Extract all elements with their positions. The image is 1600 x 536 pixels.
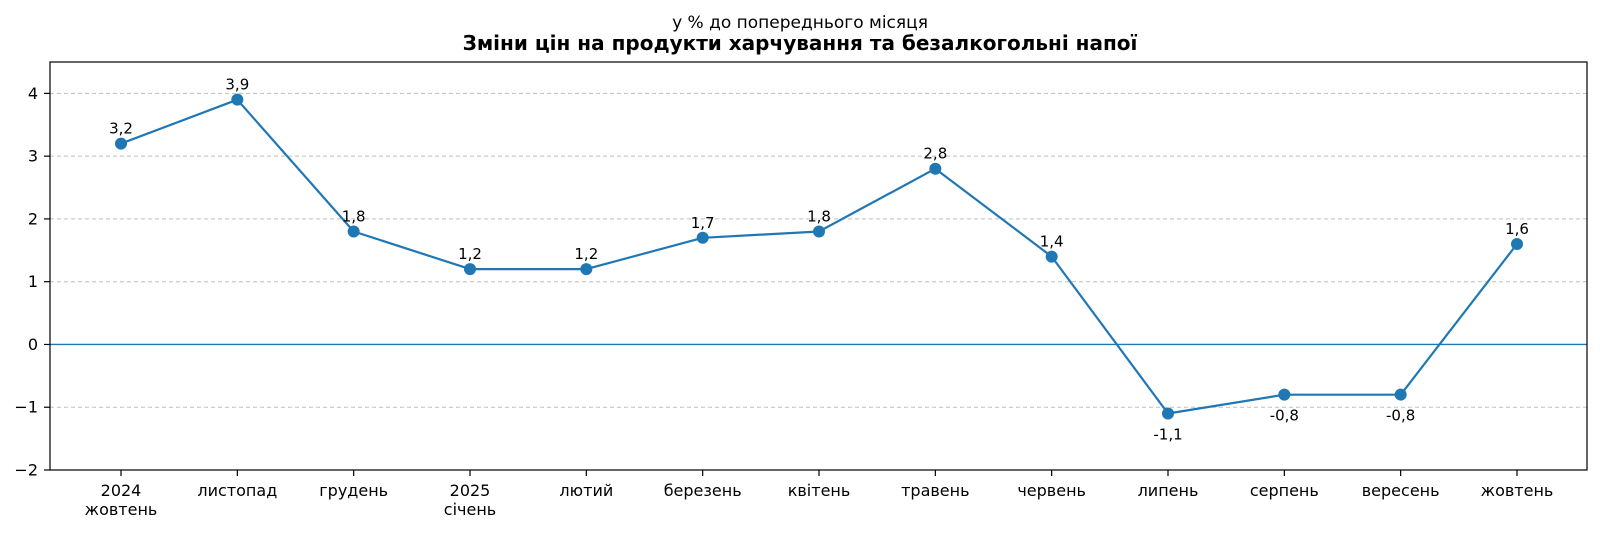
data-label: 1,7 bbox=[691, 214, 715, 232]
y-tick-label: −2 bbox=[14, 461, 38, 480]
data-label: 1,2 bbox=[574, 245, 598, 263]
data-label: 1,4 bbox=[1040, 233, 1064, 251]
data-label: -0,8 bbox=[1386, 407, 1415, 425]
data-label: -0,8 bbox=[1270, 407, 1299, 425]
y-axis: −2 −1 0 1 2 3 4 bbox=[14, 84, 50, 480]
data-label: 1,8 bbox=[807, 207, 831, 225]
x-tick-label: серпень bbox=[1250, 481, 1319, 500]
data-point bbox=[231, 93, 244, 106]
y-tick-label: 4 bbox=[28, 84, 38, 103]
data-point bbox=[1511, 238, 1523, 251]
x-tick-label: березень bbox=[664, 481, 742, 500]
data-point bbox=[1162, 407, 1174, 420]
x-tick-label: грудень bbox=[319, 481, 388, 500]
data-label: 1,2 bbox=[458, 245, 482, 263]
data-labels-layer: 3,2 3,9 1,8 1,2 1,2 1,7 1,8 2,8 1,4 -1,1 -0,8 -0,8 1… bbox=[109, 76, 1529, 444]
data-point bbox=[580, 263, 593, 276]
series-layer bbox=[120, 98, 1518, 415]
data-label: 2,8 bbox=[923, 145, 947, 163]
x-tick-label: травень bbox=[901, 481, 969, 500]
data-label: 1,6 bbox=[1505, 220, 1529, 238]
data-label: 3,2 bbox=[109, 120, 133, 138]
x-tick-label: лютий bbox=[559, 481, 613, 500]
y-tick-label: 1 bbox=[28, 272, 38, 291]
data-point bbox=[929, 162, 942, 175]
y-tick-label: 0 bbox=[28, 335, 38, 354]
data-point bbox=[1278, 388, 1291, 401]
chart-title: Зміни цін на продукти харчування та беза… bbox=[463, 31, 1138, 55]
data-label: 1,8 bbox=[342, 207, 366, 225]
data-point bbox=[1394, 388, 1407, 401]
data-label: -1,1 bbox=[1153, 426, 1182, 444]
data-point bbox=[464, 263, 476, 276]
x-tick-label: липень bbox=[1138, 481, 1199, 500]
points-layer bbox=[115, 93, 1523, 420]
data-point bbox=[813, 225, 825, 238]
x-tick-label: жовтень bbox=[1481, 481, 1554, 500]
x-tick-label: квітень bbox=[788, 481, 851, 500]
x-tick-label: 2024 bbox=[101, 481, 142, 500]
y-tick-label: −1 bbox=[14, 398, 38, 417]
data-point bbox=[115, 137, 127, 150]
plot-frame bbox=[49, 61, 1588, 471]
x-tick-label: вересень bbox=[1362, 481, 1440, 500]
data-point bbox=[696, 231, 709, 244]
series-line bbox=[120, 98, 1518, 415]
data-label: 3,9 bbox=[225, 76, 249, 94]
data-point bbox=[1045, 250, 1058, 263]
data-point bbox=[347, 225, 360, 238]
y-tick-label: 2 bbox=[28, 209, 38, 228]
x-tick-label: січень bbox=[444, 500, 496, 519]
x-tick-label: листопад bbox=[197, 481, 277, 500]
y-tick-label: 3 bbox=[28, 147, 38, 166]
x-tick-label: жовтень bbox=[85, 500, 158, 519]
x-tick-label: червень bbox=[1017, 481, 1086, 500]
x-tick-label: 2025 bbox=[450, 481, 491, 500]
chart-subtitle: у % до попереднього місяця bbox=[672, 13, 928, 33]
